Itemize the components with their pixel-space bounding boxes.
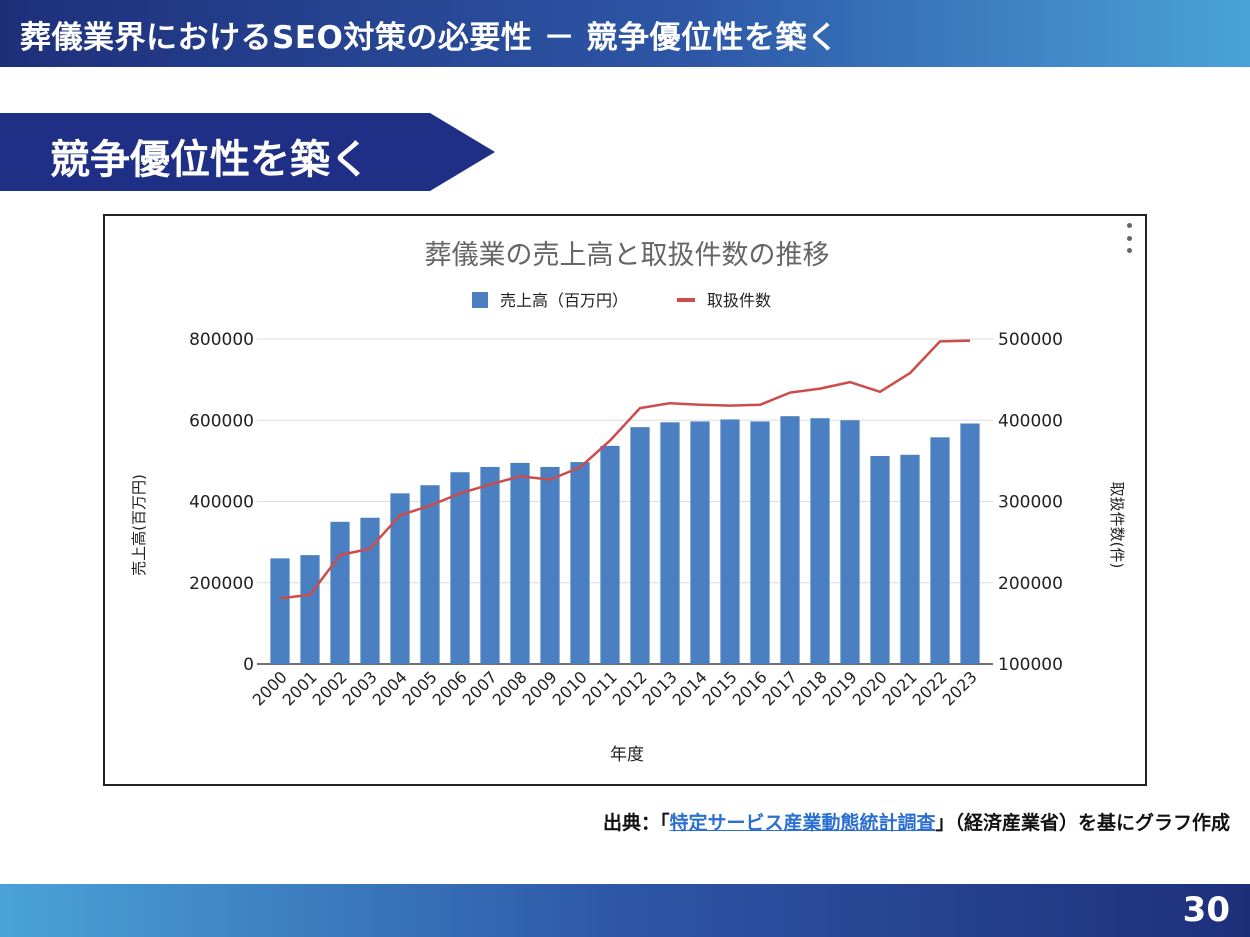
bar-2023 — [960, 423, 980, 664]
chart-title: 葬儀業の売上高と取扱件数の推移 — [425, 240, 830, 271]
bar-2003 — [360, 517, 380, 664]
bar-2011 — [600, 445, 620, 664]
y-right-tick-label: 400000 — [998, 411, 1063, 431]
line-series — [279, 339, 971, 600]
bar-2004 — [390, 493, 410, 664]
legend-bar-swatch — [472, 292, 488, 308]
chart-menu-icon[interactable] — [1121, 223, 1137, 253]
section-title: 競争優位性を築く — [50, 137, 370, 183]
y-right-tick-label: 500000 — [998, 330, 1063, 350]
bar-2010 — [570, 462, 590, 664]
source-citation: 出典：「特定サービス産業動態統計調査」（経済産業省）を基にグラフ作成 — [603, 808, 1230, 835]
bar-2012 — [630, 427, 650, 664]
bar-2015 — [720, 419, 740, 664]
legend: 売上高（百万円） 取扱件数 — [472, 291, 771, 310]
bar-2009 — [540, 466, 560, 664]
bar-2008 — [510, 462, 530, 664]
header-bar: 葬儀業界におけるSEO対策の必要性 － 競争優位性を築く — [0, 0, 1250, 67]
bar-2007 — [480, 466, 500, 664]
y-left-tick-label: 200000 — [189, 574, 254, 594]
bar-2001 — [300, 555, 320, 664]
legend-line-swatch — [677, 298, 695, 302]
legend-bar-label: 売上高（百万円） — [500, 291, 628, 310]
source-prefix: 出典：「 — [602, 812, 670, 834]
x-axis-label: 年度 — [610, 745, 644, 765]
x-tick-label: 2023 — [939, 667, 981, 709]
bar-2016 — [750, 421, 770, 664]
y-axis-right-label: 取扱件数(件) — [1108, 482, 1126, 569]
y-left-tick-label: 0 — [243, 655, 254, 675]
bar-2013 — [660, 422, 680, 664]
footer-bar: 30 — [0, 884, 1250, 937]
y-left-tick-label: 400000 — [189, 493, 254, 513]
bars — [270, 416, 980, 664]
bar-2020 — [870, 456, 890, 664]
right-axis-ticks: 100000 200000 300000 400000 500000 — [998, 330, 1063, 675]
source-suffix: 」（経済産業省）を基にグラフ作成 — [935, 812, 1230, 834]
y-left-tick-label: 800000 — [189, 330, 254, 350]
page-title: 葬儀業界におけるSEO対策の必要性 － 競争優位性を築く — [20, 20, 839, 56]
section-banner: 競争優位性を築く — [0, 113, 495, 191]
bar-2006 — [450, 472, 470, 664]
bar-2022 — [930, 437, 950, 664]
bar-2014 — [690, 421, 710, 664]
bar-2000 — [270, 558, 290, 664]
page-number: 30 — [1182, 890, 1230, 930]
bar-2005 — [420, 485, 440, 664]
x-axis-ticks: 2000200120022003200420052006200720082009… — [249, 667, 981, 709]
legend-line-label: 取扱件数 — [707, 291, 771, 310]
bar-2018 — [810, 418, 830, 664]
y-right-tick-label: 300000 — [998, 493, 1063, 513]
left-axis-ticks: 0 200000 400000 600000 800000 — [189, 330, 254, 675]
bar-2019 — [840, 420, 860, 664]
y-left-tick-label: 600000 — [189, 411, 254, 431]
bar-2021 — [900, 454, 920, 664]
bar-2017 — [780, 416, 800, 664]
y-right-tick-label: 100000 — [998, 655, 1063, 675]
y-axis-left-label: 売上高(百万円) — [130, 474, 148, 576]
bar-2002 — [330, 521, 350, 664]
gridlines — [257, 338, 993, 665]
source-link[interactable]: 特定サービス産業動態統計調査 — [669, 812, 936, 834]
y-right-tick-label: 200000 — [998, 574, 1063, 594]
